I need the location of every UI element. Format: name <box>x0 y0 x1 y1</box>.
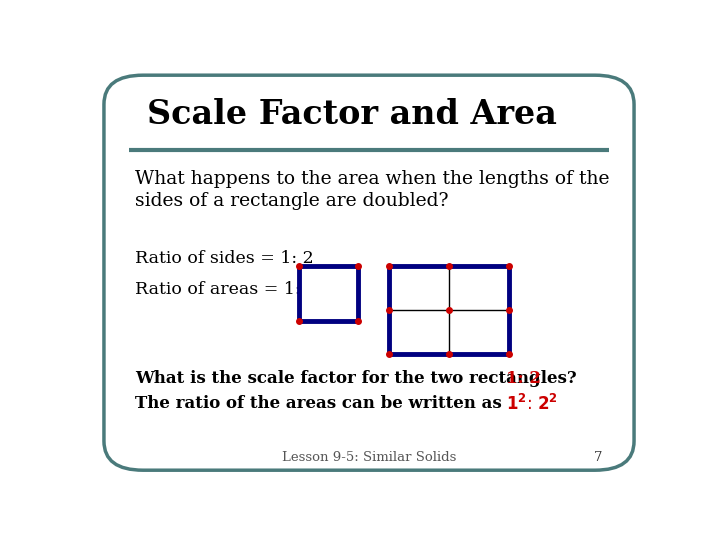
Text: Lesson 9-5: Similar Solids: Lesson 9-5: Similar Solids <box>282 451 456 464</box>
Bar <box>300 266 358 321</box>
Text: Ratio of sides = 1: 2: Ratio of sides = 1: 2 <box>135 249 313 267</box>
Text: 7: 7 <box>593 451 602 464</box>
Text: What is the scale factor for the two rectangles?: What is the scale factor for the two rec… <box>135 370 576 387</box>
Text: What happens to the area when the lengths of the: What happens to the area when the length… <box>135 170 609 188</box>
Text: The ratio of the areas can be written as: The ratio of the areas can be written as <box>135 395 501 412</box>
Text: Scale Factor and Area: Scale Factor and Area <box>148 98 557 131</box>
FancyBboxPatch shape <box>104 75 634 470</box>
Text: sides of a rectangle are doubled?: sides of a rectangle are doubled? <box>135 192 448 210</box>
Text: $\mathbf{1^2}$: $\mathbf{2^2}$: $\mathbf{1^2}$: $\mathbf{2^2}$ <box>505 394 558 414</box>
Bar <box>389 266 508 354</box>
Text: 1: 2: 1: 2 <box>505 370 541 387</box>
Text: Ratio of areas = 1: 4: Ratio of areas = 1: 4 <box>135 281 317 298</box>
